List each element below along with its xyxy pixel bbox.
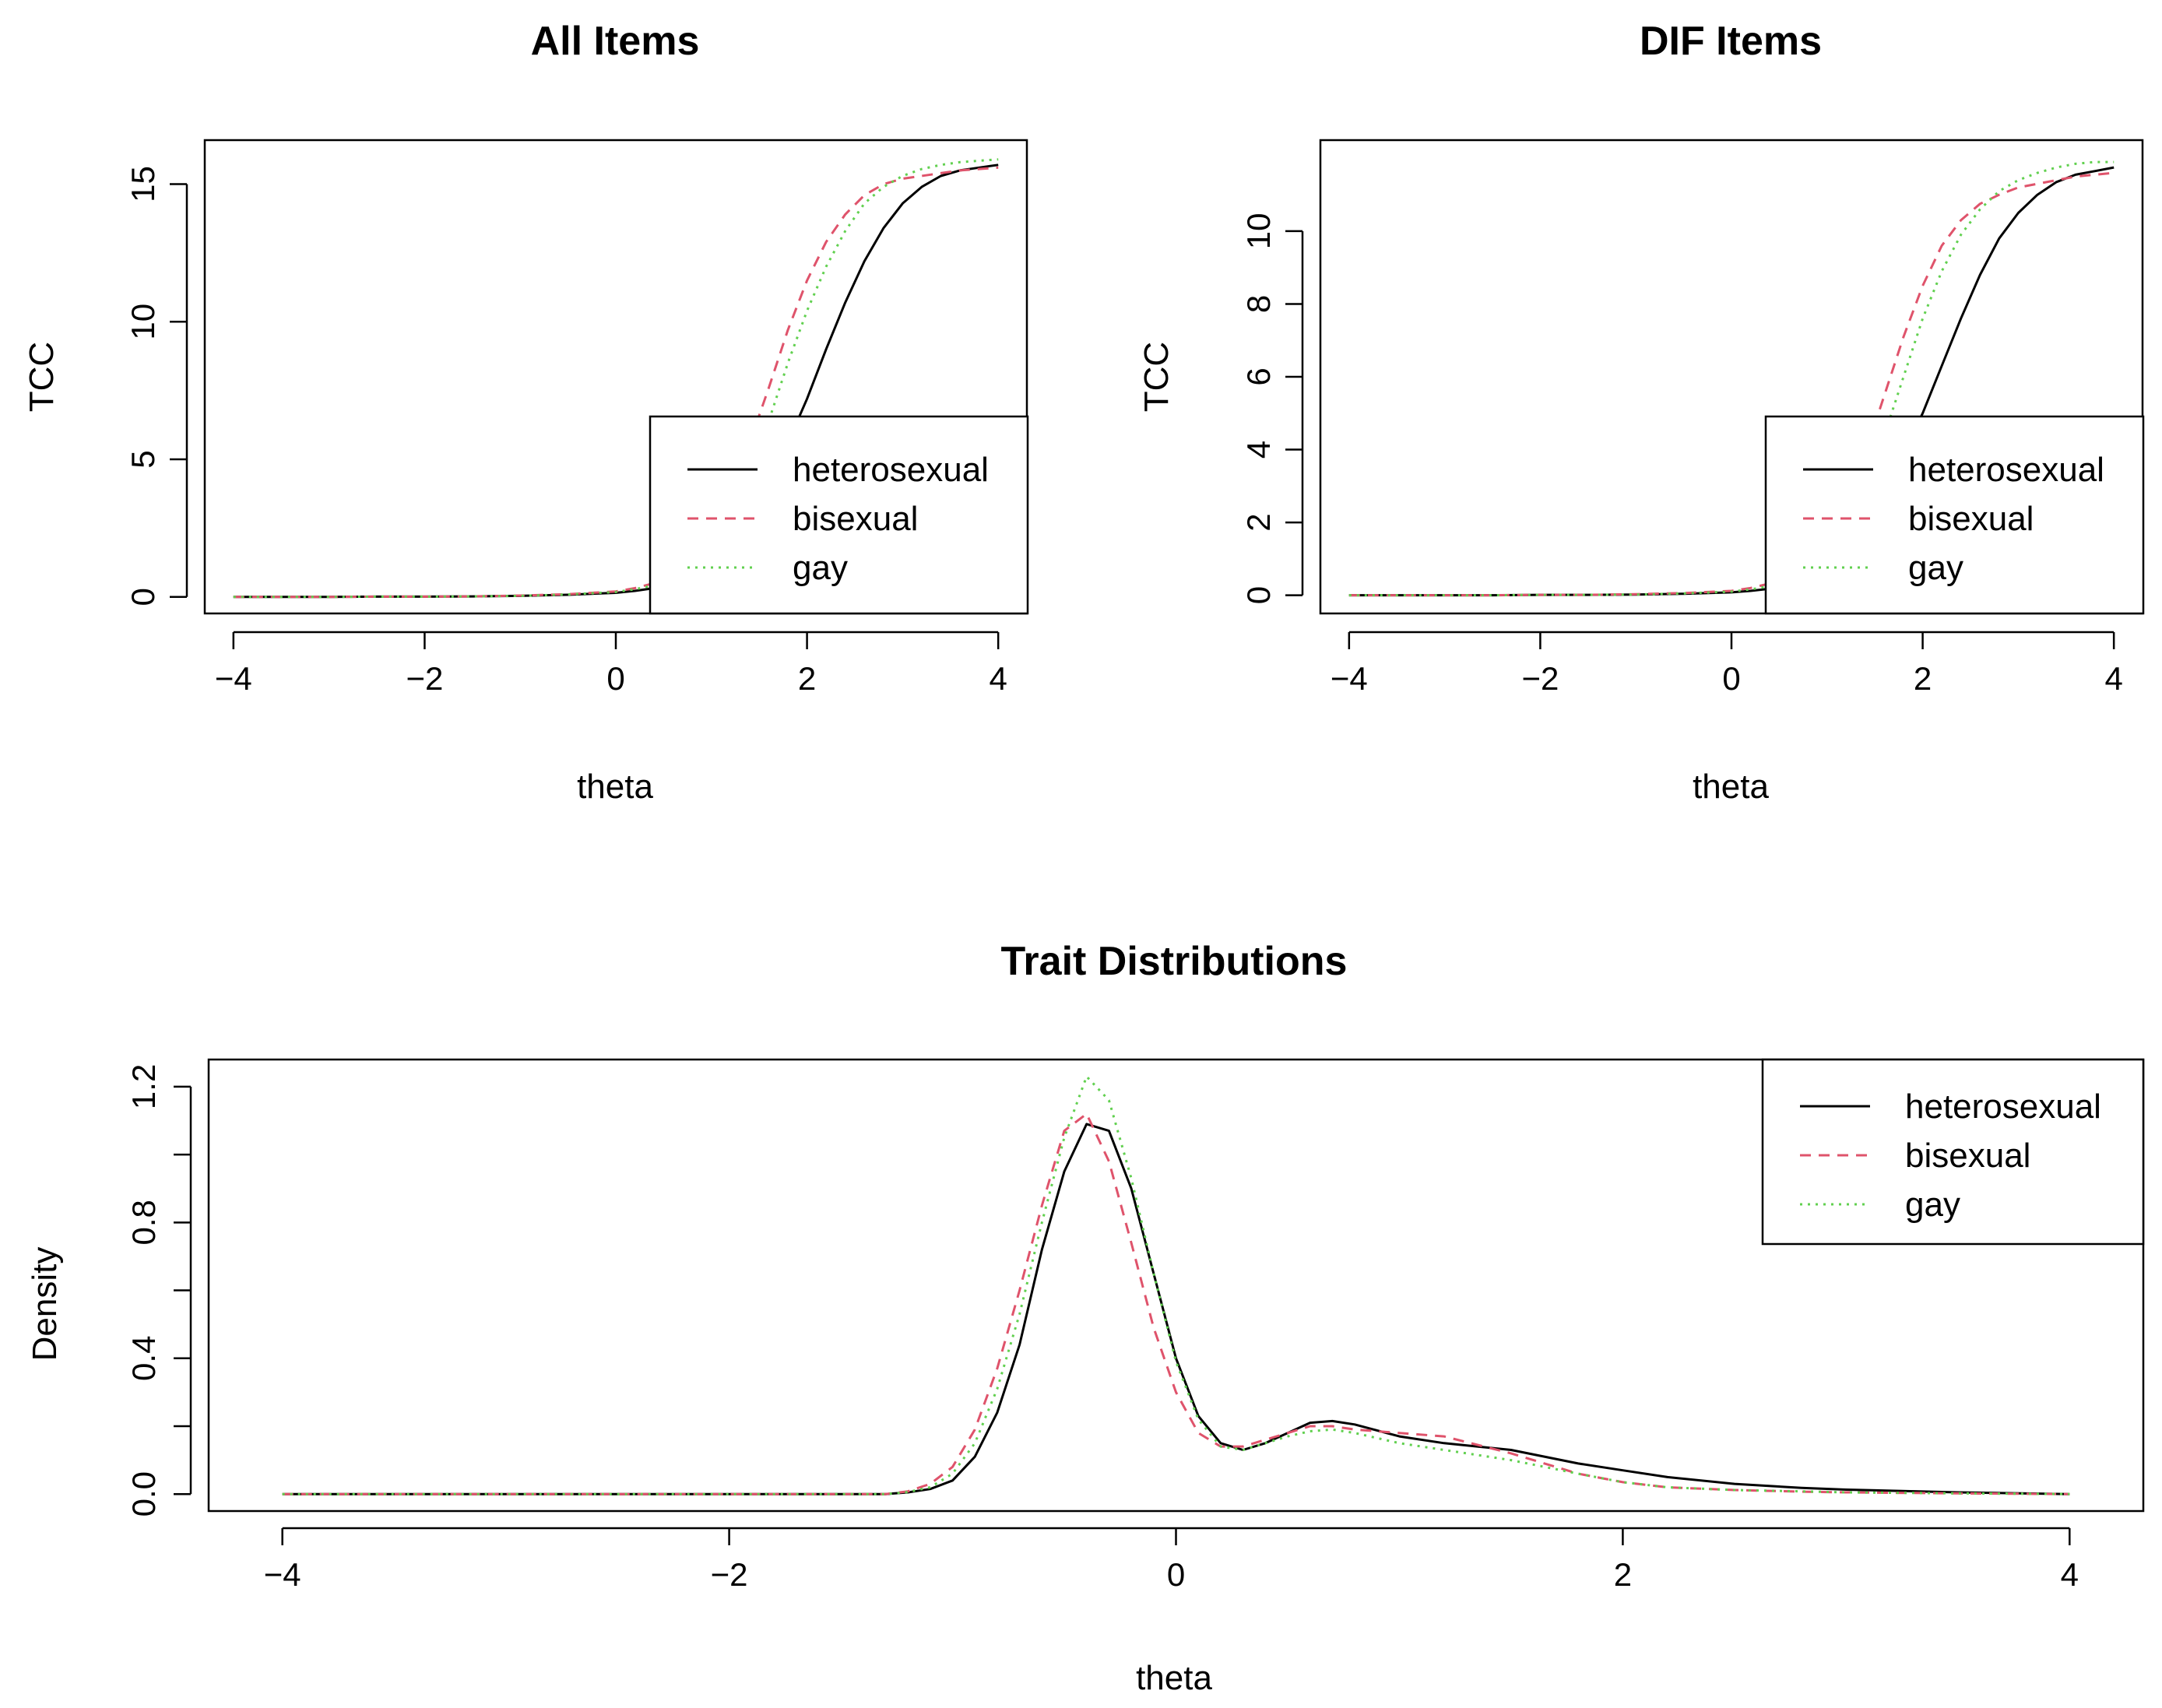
x-tick-label: 4 — [2061, 1556, 2079, 1593]
x-tick-label: 4 — [2104, 660, 2122, 697]
series-line-bisexual — [282, 1112, 2070, 1495]
x-tick-label: 2 — [1914, 660, 1932, 697]
x-tick-label: −2 — [711, 1556, 748, 1593]
plot-frame — [203, 139, 1028, 615]
legend-label: gay — [793, 549, 848, 587]
plot-frame — [1319, 139, 2144, 615]
y-tick-label: 5 — [125, 450, 161, 468]
y-tick-label: 8 — [1240, 295, 1277, 313]
plot-frame — [207, 1058, 2145, 1513]
x-tick-label: −4 — [264, 1556, 301, 1593]
y-tick-label: 0 — [125, 588, 161, 606]
x-tick-label: 4 — [989, 660, 1007, 697]
x-axis-label: theta — [1693, 768, 1769, 806]
y-tick-label: 0.0 — [125, 1471, 162, 1516]
series-line-gay — [282, 1075, 2070, 1495]
y-tick-label: 0 — [1240, 586, 1277, 604]
legend-label: gay — [1905, 1186, 1960, 1224]
legend-label: bisexual — [1905, 1137, 2030, 1175]
legend-label: heterosexual — [1905, 1088, 2101, 1126]
y-tick-label: 6 — [1240, 367, 1277, 385]
series-line-bisexual — [1348, 171, 2115, 597]
x-axis-label: theta — [577, 768, 653, 806]
x-tick-label: −4 — [215, 660, 252, 697]
y-tick-label: 10 — [1240, 213, 1277, 250]
legend-box — [1764, 415, 2145, 615]
y-tick-label: 1.2 — [125, 1064, 162, 1109]
chart-trait-distributions: Trait Distributions theta Density −4 −2 0 2… — [26, 939, 2145, 1697]
chart-title: DIF Items — [1640, 19, 1822, 64]
y-tick-label: 0.8 — [125, 1200, 162, 1245]
x-tick-label: −2 — [1521, 660, 1559, 697]
legend-label: bisexual — [1908, 500, 2034, 538]
y-axis-label: TCC — [1137, 342, 1176, 412]
x-tick-label: 2 — [1614, 1556, 1632, 1593]
legend: heterosexual bisexual gay — [649, 415, 1029, 615]
x-tick-label: 0 — [1722, 660, 1740, 697]
legend-label: heterosexual — [1908, 451, 2104, 489]
legend-label: heterosexual — [793, 451, 989, 489]
x-tick-label: 2 — [798, 660, 816, 697]
chart-all-items: All Items theta TCC −4 −2 0 2 4 0 5 10 15 heter… — [23, 19, 1029, 806]
legend-box — [649, 415, 1029, 615]
legend: heterosexual bisexual gay — [1764, 415, 2145, 615]
y-tick-label: 10 — [125, 304, 161, 340]
chart-title: All Items — [531, 19, 700, 64]
x-tick-label: 0 — [606, 660, 624, 697]
legend: heterosexual bisexual gay — [1761, 1058, 2145, 1246]
y-tick-label: 0.4 — [125, 1336, 162, 1381]
x-tick-label: −4 — [1331, 660, 1368, 697]
legend-label: bisexual — [793, 500, 918, 538]
y-tick-label: 4 — [1240, 441, 1277, 459]
y-tick-label: 15 — [125, 166, 161, 202]
y-axis-label: TCC — [23, 342, 61, 412]
x-tick-label: 0 — [1167, 1556, 1185, 1593]
y-tick-label: 2 — [1240, 513, 1277, 531]
x-tick-label: −2 — [406, 660, 443, 697]
legend-box — [1761, 1058, 2145, 1246]
y-axis-label: Density — [26, 1247, 64, 1362]
chart-dif-items: DIF Items theta TCC −4 −2 0 2 4 0 2 4 6 8 10 hete… — [1137, 19, 2145, 806]
legend-label: gay — [1908, 549, 1963, 587]
series-line-heterosexual — [282, 1123, 2070, 1495]
x-axis-label: theta — [1136, 1659, 1212, 1697]
chart-title: Trait Distributions — [1001, 939, 1348, 984]
